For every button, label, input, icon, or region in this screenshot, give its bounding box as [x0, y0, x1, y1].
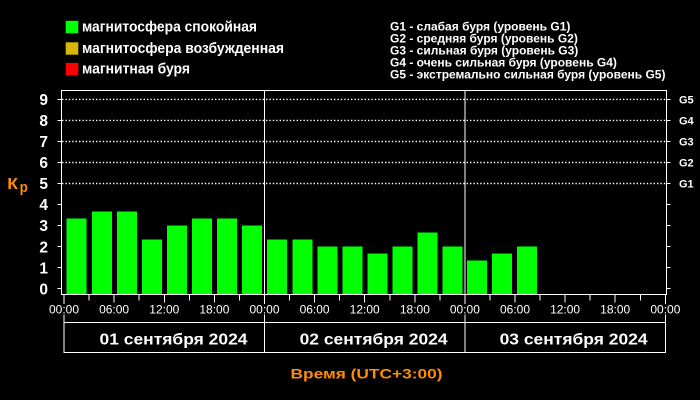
svg-text:12:00: 12:00 — [350, 303, 380, 317]
svg-text:G5: G5 — [679, 94, 694, 106]
svg-text:магнитосфера спокойная: магнитосфера спокойная — [82, 19, 257, 36]
svg-text:18:00: 18:00 — [600, 303, 630, 317]
svg-text:4: 4 — [39, 197, 48, 214]
svg-text:магнитосфера возбужденная: магнитосфера возбужденная — [82, 40, 284, 57]
svg-text:G5 - экстремально сильная буря: G5 - экстремально сильная буря (уровень … — [390, 68, 665, 82]
svg-text:18:00: 18:00 — [400, 303, 430, 317]
svg-text:G4: G4 — [679, 115, 695, 127]
svg-text:3: 3 — [39, 218, 48, 235]
svg-text:03 сентября 2024: 03 сентября 2024 — [500, 331, 648, 348]
svg-text:9: 9 — [39, 92, 48, 109]
svg-text:G2 - средняя буря (уровень G2): G2 - средняя буря (уровень G2) — [390, 32, 578, 46]
svg-text:G2: G2 — [679, 158, 694, 170]
svg-text:06:00: 06:00 — [300, 303, 330, 317]
svg-text:00:00: 00:00 — [49, 303, 79, 317]
svg-text:G3: G3 — [679, 137, 694, 149]
svg-text:Время (UTC+3:00): Время (UTC+3:00) — [291, 366, 443, 382]
svg-text:G3 - сильная буря (уровень G3): G3 - сильная буря (уровень G3) — [390, 44, 578, 58]
svg-text:7: 7 — [39, 134, 48, 151]
svg-text:01 сентября 2024: 01 сентября 2024 — [100, 331, 248, 348]
svg-text:06:00: 06:00 — [500, 303, 530, 317]
svg-text:1: 1 — [39, 260, 48, 277]
svg-text:18:00: 18:00 — [199, 303, 229, 317]
svg-text:G4 - очень сильная буря (урове: G4 - очень сильная буря (уровень G4) — [390, 56, 617, 70]
svg-text:06:00: 06:00 — [99, 303, 129, 317]
svg-text:G1: G1 — [679, 179, 694, 191]
svg-text:р: р — [20, 179, 28, 196]
svg-text:5: 5 — [39, 176, 48, 193]
svg-text:12:00: 12:00 — [550, 303, 580, 317]
svg-text:магнитная буря: магнитная буря — [82, 61, 190, 78]
svg-text:00:00: 00:00 — [650, 303, 680, 317]
svg-text:G1 - слабая буря (уровень G1): G1 - слабая буря (уровень G1) — [390, 20, 570, 34]
svg-text:К: К — [7, 176, 18, 193]
svg-text:8: 8 — [39, 113, 48, 130]
svg-text:6: 6 — [39, 155, 48, 172]
svg-text:2: 2 — [39, 239, 48, 256]
svg-text:00:00: 00:00 — [450, 303, 480, 317]
svg-text:0: 0 — [39, 281, 48, 298]
svg-text:02 сентября 2024: 02 сентября 2024 — [300, 331, 448, 348]
svg-text:00:00: 00:00 — [249, 303, 279, 317]
svg-text:12:00: 12:00 — [149, 303, 179, 317]
